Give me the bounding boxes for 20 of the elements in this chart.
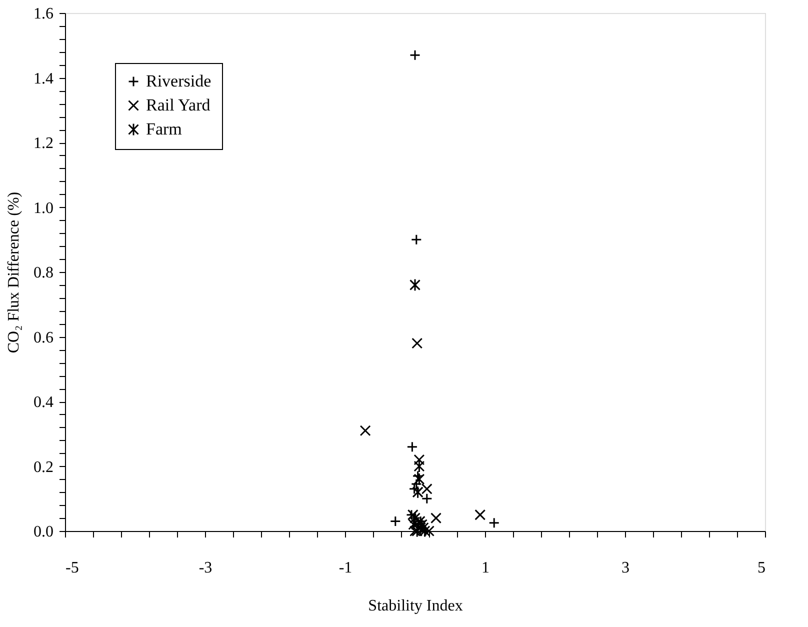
legend-label: Farm [146, 120, 182, 138]
y-tick-label: 1.6 [34, 6, 54, 22]
x-tick-label: -1 [338, 560, 352, 576]
x-tick-label: 3 [622, 560, 630, 576]
y-tick-label: 0.2 [34, 458, 54, 476]
y-tick-label: 0.8 [34, 264, 54, 282]
x-tick-label: 1 [482, 560, 490, 576]
legend-label: Rail Yard [146, 96, 211, 114]
y-tick-label: 0.6 [34, 329, 54, 346]
y-tick-label: 0.0 [34, 524, 54, 540]
x-tick-label: 5 [758, 560, 766, 576]
x-axis-title: Stability Index [368, 598, 463, 614]
y-tick-label: 1.2 [34, 135, 54, 152]
y-tick-label: 0.4 [34, 394, 54, 411]
legend-label: Riverside [146, 72, 212, 90]
y-tick-label: 1.0 [34, 200, 54, 217]
x-tick-label: -3 [198, 560, 212, 576]
y-tick-label: 1.4 [34, 70, 54, 88]
x-tick-label: -5 [66, 560, 79, 576]
y-axis-title: CO₂ Flux Difference (%) [6, 192, 22, 354]
